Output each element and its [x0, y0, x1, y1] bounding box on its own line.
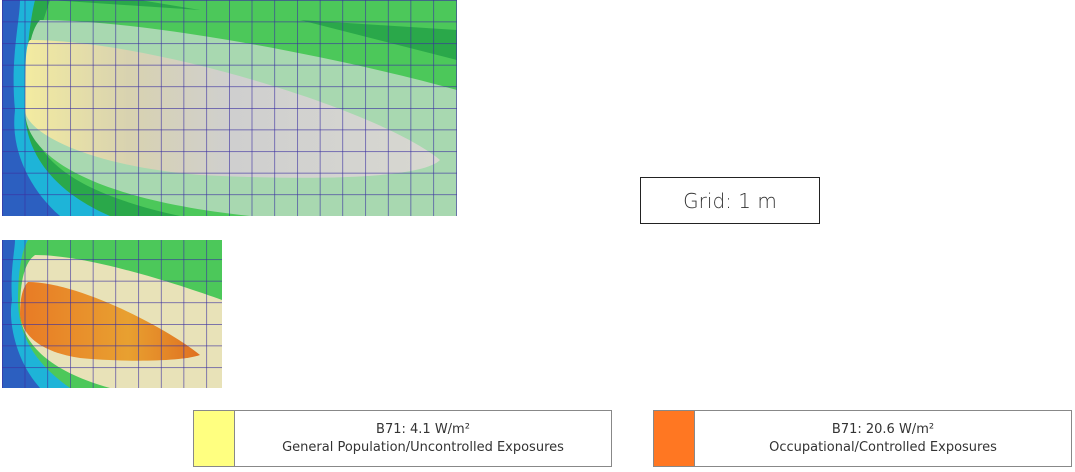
legend-title: B71: 20.6 W/m²	[831, 421, 935, 437]
grid-label: Grid: 1 m	[640, 177, 820, 224]
legend-title: B71: 4.1 W/m²	[376, 421, 470, 437]
legend-description: Occupational/Controlled Exposures	[769, 439, 997, 455]
legend-swatch	[654, 411, 695, 466]
legend-item: B71: 4.1 W/m² General Population/Uncontro…	[193, 410, 612, 467]
legend-item: B71: 20.6 W/m² Occupational/Controlled Ex…	[653, 410, 1072, 467]
bottom-map	[2, 240, 223, 388]
legend-description: General Population/Uncontrolled Exposure…	[282, 439, 564, 455]
legend-swatch	[194, 411, 235, 466]
top-map	[2, 0, 457, 216]
